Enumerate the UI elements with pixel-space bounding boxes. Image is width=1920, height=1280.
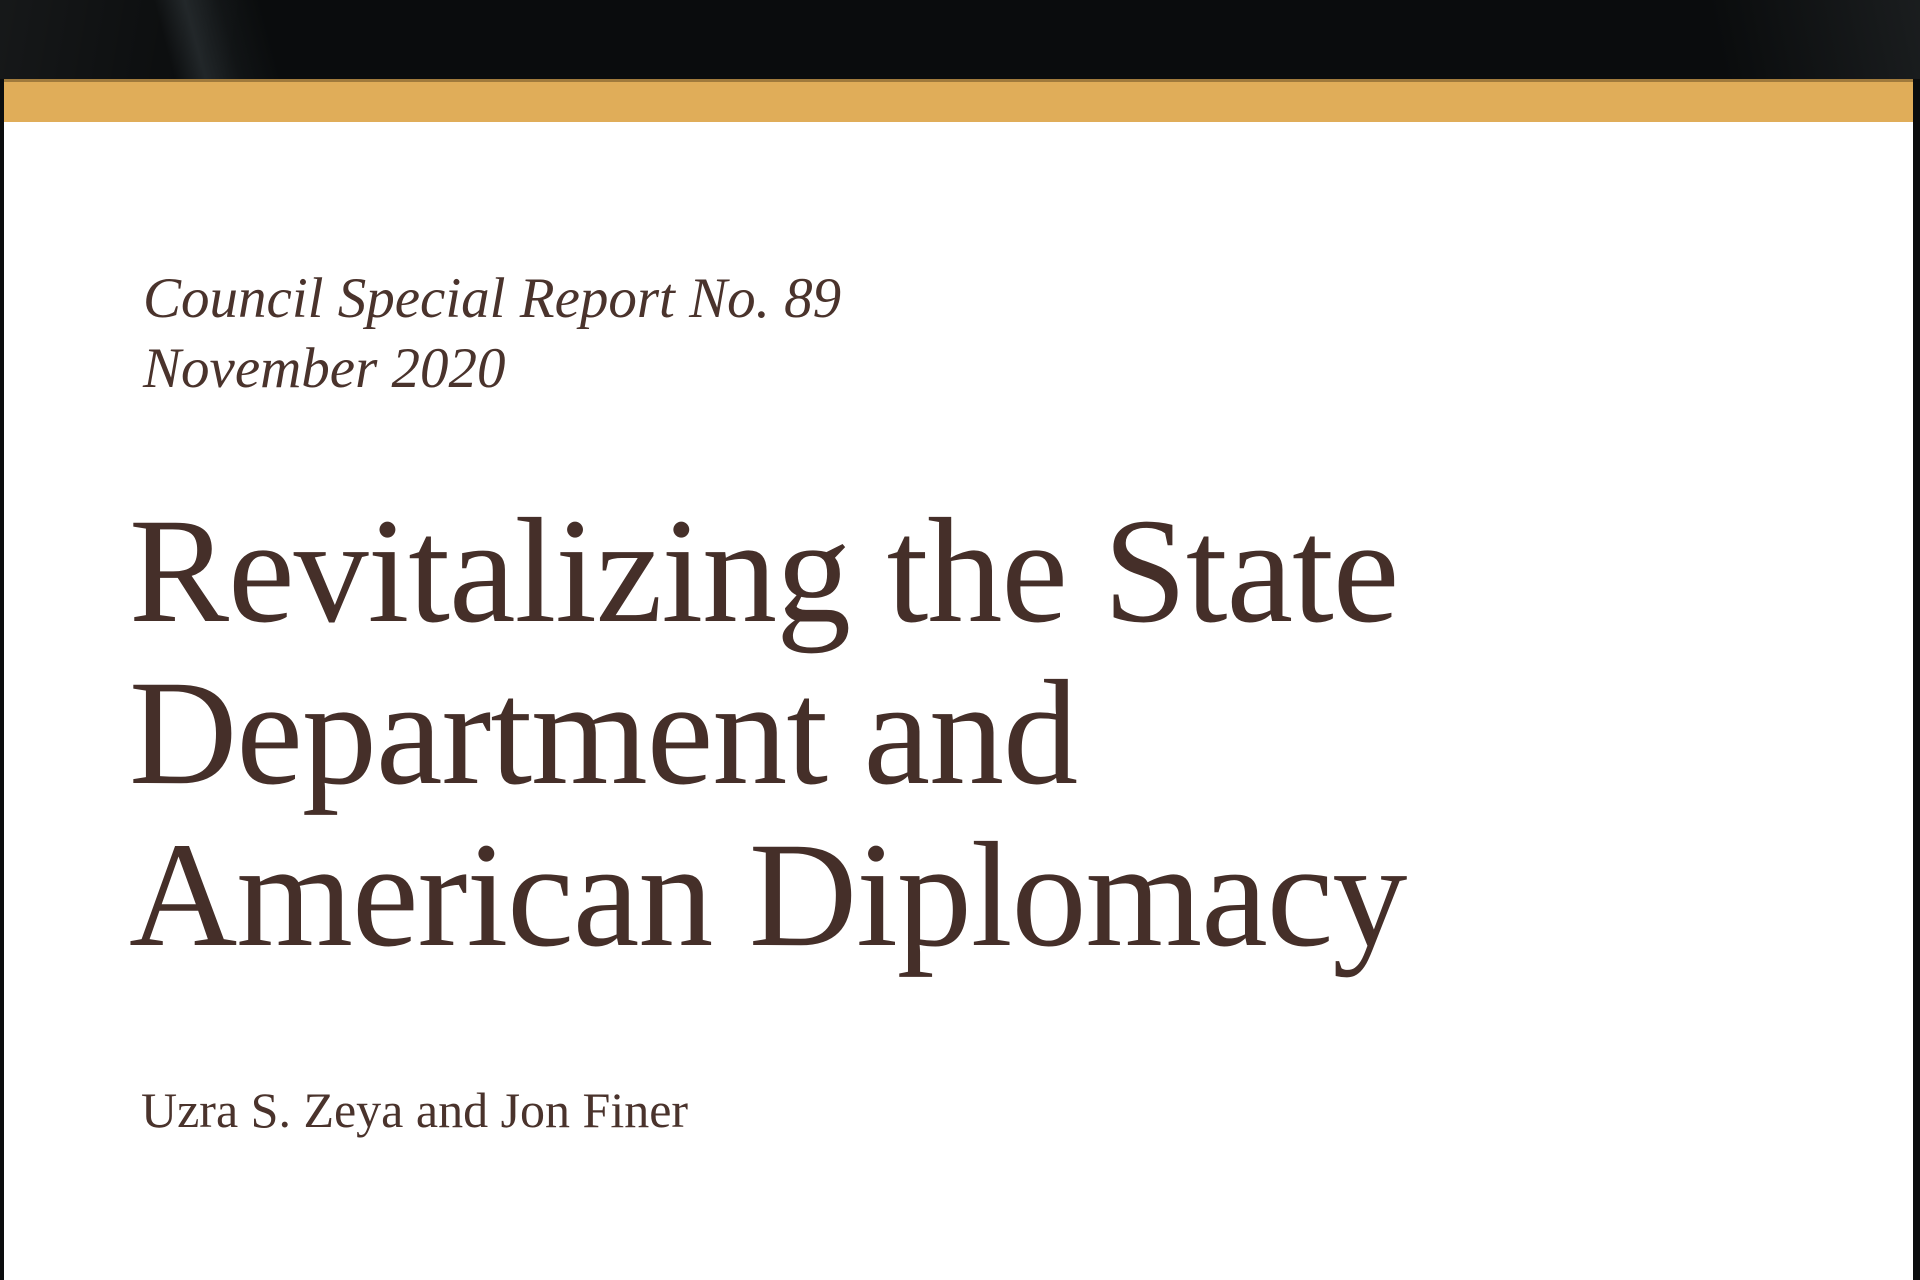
report-cover-page: Council Special Report No. 89 November 2… — [4, 122, 1913, 1280]
report-title: Revitalizing the State Department and Am… — [129, 490, 1853, 976]
date-line: November 2020 — [143, 337, 506, 400]
cover-photo-strip — [0, 0, 1920, 79]
series-line: Council Special Report No. 89 — [143, 267, 842, 330]
title-line-2: Department and — [129, 650, 1078, 816]
cover-content: Council Special Report No. 89 November 2… — [4, 122, 1913, 1140]
title-line-1: Revitalizing the State — [129, 488, 1399, 654]
title-line-3: American Diplomacy — [129, 812, 1407, 978]
report-eyebrow: Council Special Report No. 89 November 2… — [143, 264, 1853, 404]
authors-line: Uzra S. Zeya and Jon Finer — [141, 1082, 689, 1138]
gold-accent-bar — [4, 79, 1913, 122]
